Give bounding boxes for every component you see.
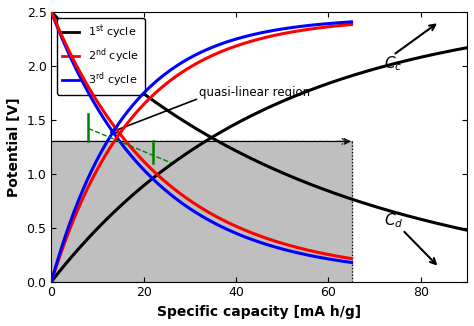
Text: $C_c$: $C_c$ [384, 54, 402, 73]
Text: $C_d$: $C_d$ [384, 212, 403, 230]
Legend: 1$^{\rm st}$ cycle, 2$^{\rm nd}$ cycle, 3$^{\rm rd}$ cycle: 1$^{\rm st}$ cycle, 2$^{\rm nd}$ cycle, … [57, 18, 145, 95]
Y-axis label: Potential [V]: Potential [V] [7, 97, 21, 197]
Text: quasi-linear region: quasi-linear region [199, 86, 310, 99]
X-axis label: Specific capacity [mA h/g]: Specific capacity [mA h/g] [157, 305, 361, 319]
